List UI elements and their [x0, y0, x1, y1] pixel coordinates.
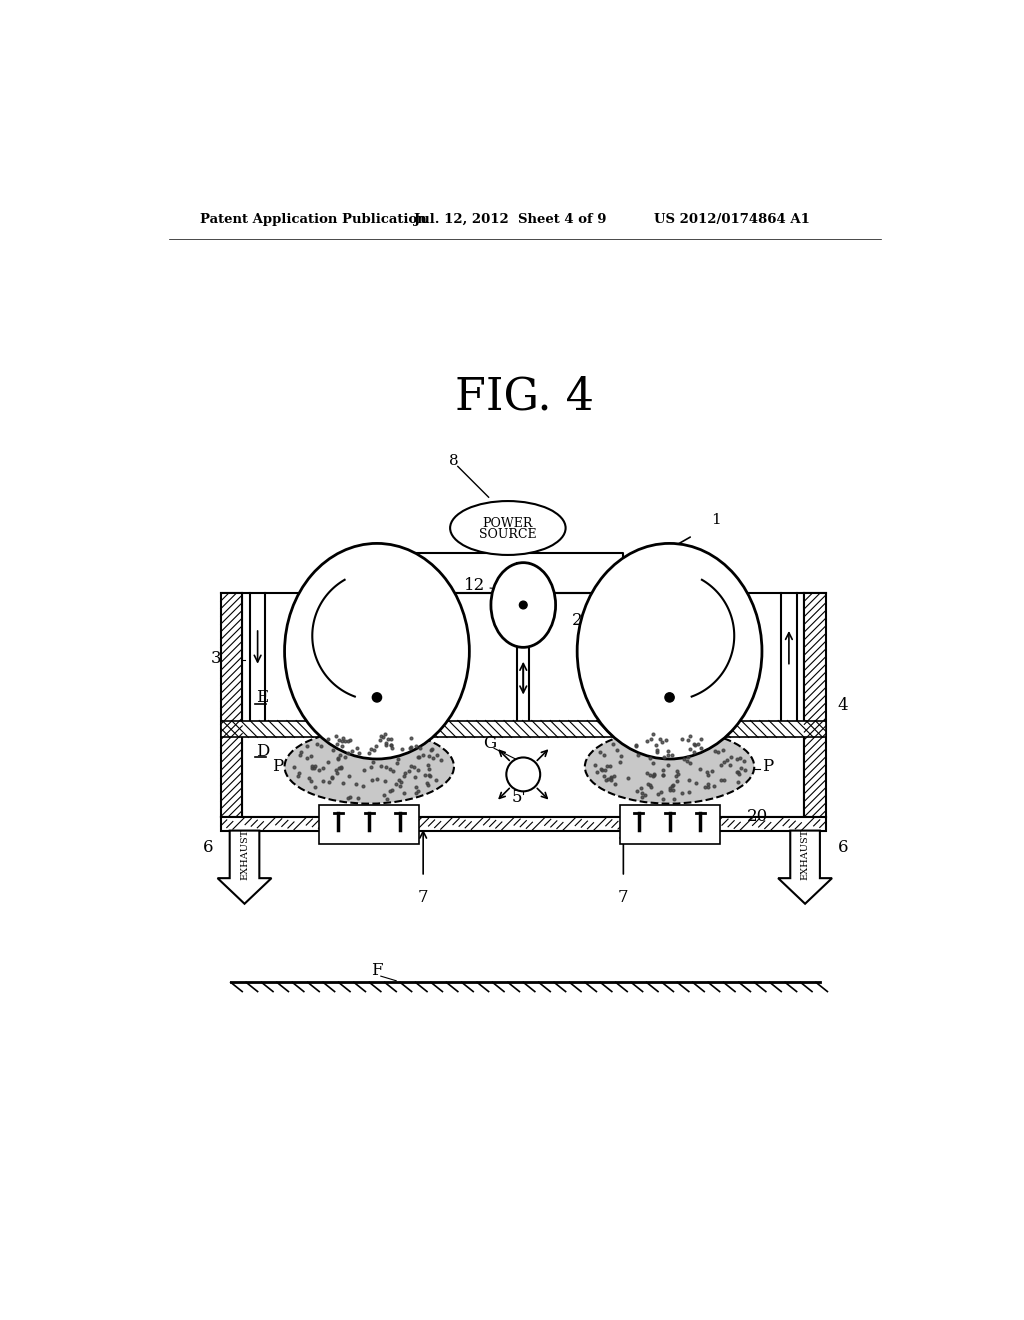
- Bar: [712, 721, 826, 738]
- Text: Jul. 12, 2012  Sheet 4 of 9: Jul. 12, 2012 Sheet 4 of 9: [414, 214, 606, 227]
- Text: EXHAUST: EXHAUST: [801, 829, 810, 880]
- Text: 20: 20: [746, 808, 768, 825]
- Ellipse shape: [490, 562, 556, 647]
- Bar: [220, 721, 335, 738]
- Text: 7: 7: [418, 890, 428, 906]
- Text: 5: 5: [512, 789, 522, 807]
- Circle shape: [506, 758, 541, 791]
- Text: P: P: [762, 758, 773, 775]
- Ellipse shape: [285, 730, 454, 804]
- Text: 6: 6: [203, 840, 214, 857]
- Circle shape: [373, 693, 382, 702]
- Bar: [319, 805, 419, 843]
- Text: 2: 2: [402, 612, 413, 628]
- Polygon shape: [217, 830, 271, 904]
- Text: 2: 2: [571, 612, 583, 628]
- Ellipse shape: [285, 544, 469, 759]
- Text: POWER: POWER: [482, 517, 534, 529]
- Text: E: E: [256, 689, 268, 706]
- Bar: [419, 721, 628, 738]
- Text: SOURCE: SOURCE: [479, 528, 537, 541]
- Ellipse shape: [585, 730, 755, 804]
- Text: 6: 6: [838, 840, 848, 857]
- Bar: [804, 594, 826, 817]
- Text: 1: 1: [711, 513, 721, 527]
- Bar: [220, 817, 826, 830]
- Text: P: P: [271, 758, 283, 775]
- Bar: [220, 594, 243, 817]
- Polygon shape: [778, 830, 833, 904]
- Text: FIG. 4: FIG. 4: [456, 375, 594, 418]
- Text: G: G: [483, 735, 497, 752]
- Text: 8: 8: [450, 454, 459, 469]
- Text: Patent Application Publication: Patent Application Publication: [200, 214, 427, 227]
- Text: US 2012/0174864 A1: US 2012/0174864 A1: [654, 214, 810, 227]
- Text: 3: 3: [211, 651, 221, 668]
- Text: 7: 7: [618, 890, 629, 906]
- Text: 4: 4: [838, 697, 848, 714]
- Text: F: F: [371, 962, 383, 979]
- Circle shape: [665, 693, 674, 702]
- Text: EXHAUST: EXHAUST: [240, 829, 249, 880]
- Text: W: W: [639, 562, 656, 579]
- Text: 12: 12: [464, 577, 484, 594]
- Bar: [620, 805, 720, 843]
- Ellipse shape: [578, 544, 762, 759]
- Text: D: D: [256, 743, 269, 760]
- Circle shape: [519, 601, 527, 609]
- Ellipse shape: [451, 502, 565, 554]
